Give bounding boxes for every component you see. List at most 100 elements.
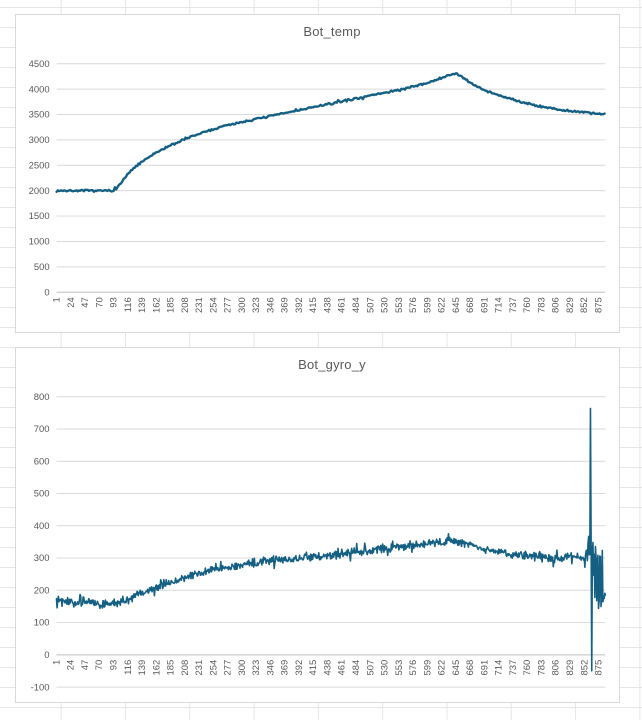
svg-text:70: 70 [94,660,105,671]
svg-text:1000: 1000 [29,237,50,248]
svg-text:208: 208 [180,660,191,676]
chart-bot-temp[interactable]: 0 500 1000 1500 2000 2500 3000 3500 4000 4500 1 24 4… [15,14,620,333]
svg-text:231: 231 [194,660,205,676]
svg-text:93: 93 [109,660,120,671]
svg-text:0: 0 [44,650,49,661]
chart-bot-gyro-y[interactable]: -100 0 100 200 300 400 500 600 700 800 1 24 47 70 93 11… [15,347,620,703]
svg-text:852: 852 [579,660,590,676]
svg-text:300: 300 [237,297,248,313]
svg-text:185: 185 [166,660,177,676]
chart-title-bot-temp: Bot_temp [303,24,361,39]
svg-text:392: 392 [294,297,305,313]
svg-text:392: 392 [294,660,305,676]
svg-text:553: 553 [394,660,405,676]
svg-text:24: 24 [66,297,77,308]
svg-text:-100: -100 [31,682,50,693]
svg-text:369: 369 [280,660,291,676]
svg-text:1: 1 [52,297,63,302]
svg-text:346: 346 [265,660,276,676]
svg-text:553: 553 [394,297,405,313]
svg-text:323: 323 [251,297,262,313]
svg-text:277: 277 [223,297,234,313]
svg-text:829: 829 [565,660,576,676]
svg-text:70: 70 [94,297,105,308]
svg-text:100: 100 [34,618,50,629]
svg-text:700: 700 [34,424,50,435]
svg-text:47: 47 [80,660,91,671]
svg-text:162: 162 [151,660,162,676]
svg-text:2500: 2500 [29,160,50,171]
svg-text:500: 500 [34,489,50,500]
svg-text:645: 645 [451,660,462,676]
svg-text:369: 369 [280,297,291,313]
svg-text:116: 116 [123,297,134,312]
svg-text:875: 875 [594,660,605,676]
svg-text:1500: 1500 [29,211,50,222]
svg-text:0: 0 [44,287,49,298]
svg-text:116: 116 [123,660,134,675]
svg-text:277: 277 [223,660,234,676]
svg-text:346: 346 [265,297,276,313]
svg-text:507: 507 [365,660,376,676]
svg-text:576: 576 [408,297,419,313]
svg-text:507: 507 [365,297,376,313]
svg-text:3500: 3500 [29,110,50,121]
svg-text:530: 530 [380,660,391,676]
svg-text:3000: 3000 [29,135,50,146]
svg-text:668: 668 [465,297,476,313]
svg-text:300: 300 [237,660,248,676]
svg-text:691: 691 [479,297,490,313]
svg-text:737: 737 [508,660,519,676]
svg-text:622: 622 [437,297,448,313]
svg-text:461: 461 [337,660,348,676]
svg-text:691: 691 [479,660,490,676]
svg-text:760: 760 [522,297,533,313]
svg-text:645: 645 [451,297,462,313]
svg-text:783: 783 [536,297,547,313]
svg-text:875: 875 [593,297,604,313]
svg-text:438: 438 [322,297,333,313]
svg-text:200: 200 [34,585,50,596]
svg-text:231: 231 [194,297,205,313]
svg-text:415: 415 [308,297,319,313]
svg-text:1: 1 [51,660,62,665]
svg-text:254: 254 [208,660,219,676]
svg-text:484: 484 [351,297,362,313]
svg-text:806: 806 [551,297,562,313]
svg-text:714: 714 [494,660,505,676]
chart-title-bot-gyro-y: Bot_gyro_y [298,357,366,372]
svg-text:829: 829 [565,297,576,313]
svg-text:461: 461 [337,297,348,313]
bot-gyro-y-plot-area: -100 0 100 200 300 400 500 600 700 800 1 24 47 70 93 11… [31,392,607,693]
svg-text:139: 139 [137,660,148,676]
svg-text:2000: 2000 [29,186,50,197]
svg-text:668: 668 [465,660,476,676]
svg-text:300: 300 [34,553,50,564]
svg-text:4500: 4500 [29,59,50,70]
svg-text:400: 400 [34,521,50,532]
svg-text:714: 714 [494,297,505,313]
svg-text:139: 139 [137,297,148,313]
svg-text:484: 484 [351,660,362,676]
svg-text:622: 622 [437,660,448,676]
svg-text:599: 599 [422,660,433,676]
svg-text:530: 530 [380,297,391,313]
svg-text:599: 599 [422,297,433,313]
svg-text:500: 500 [34,262,50,273]
svg-text:760: 760 [522,660,533,676]
svg-text:208: 208 [180,297,191,313]
svg-text:737: 737 [508,297,519,313]
svg-text:852: 852 [579,297,590,313]
svg-text:323: 323 [251,660,262,676]
svg-text:47: 47 [80,297,91,308]
svg-text:576: 576 [408,660,419,676]
svg-text:438: 438 [322,660,333,676]
svg-text:162: 162 [151,297,162,313]
svg-text:800: 800 [34,392,50,403]
svg-text:806: 806 [551,660,562,676]
svg-text:254: 254 [208,297,219,313]
svg-text:93: 93 [109,297,120,308]
svg-text:4000: 4000 [29,84,50,95]
svg-text:185: 185 [166,297,177,313]
